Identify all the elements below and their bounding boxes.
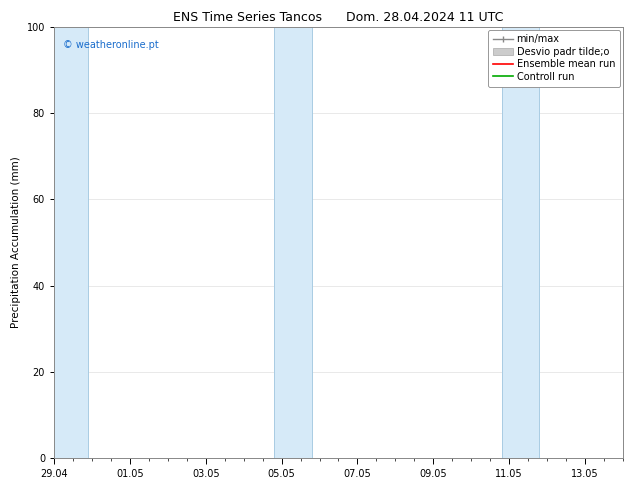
Bar xyxy=(501,26,540,459)
Bar xyxy=(274,26,312,459)
Text: © weatheronline.pt: © weatheronline.pt xyxy=(63,40,158,49)
Title: ENS Time Series Tancos      Dom. 28.04.2024 11 UTC: ENS Time Series Tancos Dom. 28.04.2024 1… xyxy=(173,11,503,24)
Bar xyxy=(50,26,88,459)
Legend: min/max, Desvio padr tilde;o, Ensemble mean run, Controll run: min/max, Desvio padr tilde;o, Ensemble m… xyxy=(488,29,620,87)
Y-axis label: Precipitation Accumulation (mm): Precipitation Accumulation (mm) xyxy=(11,157,21,328)
